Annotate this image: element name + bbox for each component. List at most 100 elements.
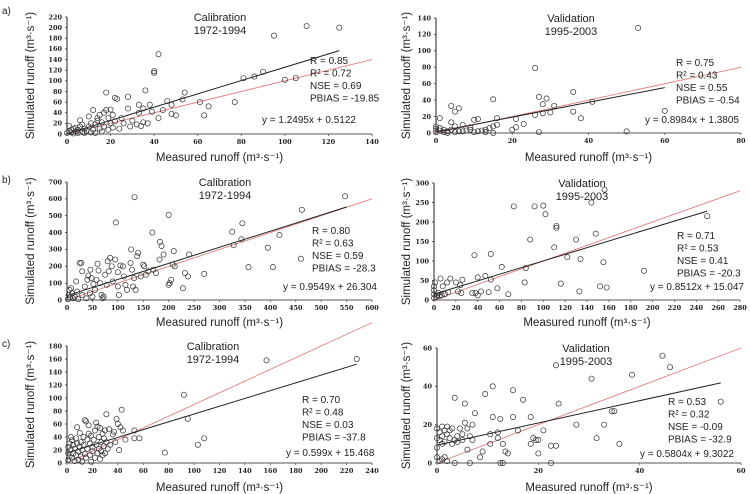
data-point — [67, 434, 74, 440]
data-point — [109, 278, 116, 285]
data-point — [448, 102, 455, 109]
data-point — [510, 203, 517, 210]
data-point — [478, 127, 485, 134]
data-point — [542, 211, 549, 218]
data-point — [629, 371, 636, 378]
y-tick-label: 50 — [420, 277, 430, 285]
data-point — [140, 261, 147, 268]
regression-equation: y = 0.5804x + 9.3022 — [640, 449, 734, 460]
data-point — [94, 260, 101, 267]
x-tick-label: 160 — [264, 467, 278, 475]
y-tick-label: 180 — [48, 342, 62, 350]
data-point — [436, 429, 443, 436]
y-tick-label: 80 — [422, 64, 432, 72]
y-tick-label: 0 — [426, 129, 431, 137]
data-point — [116, 447, 123, 453]
data-point — [127, 259, 134, 266]
data-point — [131, 435, 138, 442]
data-point — [94, 115, 101, 121]
data-point — [570, 108, 577, 115]
data-point — [433, 129, 439, 136]
data-point — [74, 129, 81, 136]
data-point — [69, 437, 76, 444]
stat-line: PBIAS = -20.3 — [677, 269, 741, 280]
data-point — [490, 123, 497, 130]
data-point — [156, 256, 163, 263]
data-point — [70, 441, 77, 448]
data-point — [464, 425, 471, 432]
data-point — [112, 256, 119, 263]
stat-line: PBIAS = -19.85 — [310, 94, 380, 105]
data-point — [93, 419, 100, 426]
data-point — [441, 291, 448, 298]
data-point — [432, 279, 439, 286]
x-tick-label: 20 — [534, 467, 544, 475]
panel-subtitle: 1972-1994 — [187, 354, 240, 366]
data-point — [472, 410, 478, 417]
data-point — [297, 255, 304, 262]
data-point — [459, 276, 466, 283]
y-tick-label: 60 — [423, 344, 433, 352]
data-point — [269, 264, 276, 271]
y-tick-label: 140 — [48, 368, 62, 376]
data-point — [98, 128, 105, 135]
data-point — [88, 275, 95, 282]
data-point — [120, 273, 127, 280]
data-point — [608, 408, 615, 415]
data-point — [717, 398, 724, 405]
data-point — [520, 396, 527, 403]
stat-line: NSE = 0.03 — [302, 420, 354, 431]
data-point — [112, 219, 119, 226]
x-tick-label: 120 — [558, 304, 572, 312]
data-point — [539, 101, 546, 108]
data-point — [461, 419, 468, 426]
x-tick-label: 100 — [536, 304, 550, 312]
data-point — [532, 437, 539, 443]
y-tick-label: 80 — [53, 407, 63, 415]
data-point — [452, 279, 459, 286]
data-point — [449, 425, 456, 432]
data-point — [89, 293, 96, 300]
data-point — [86, 452, 93, 459]
y-tick-label: 300 — [415, 179, 429, 187]
data-point — [603, 284, 610, 291]
data-point — [509, 126, 516, 133]
data-point — [128, 246, 134, 253]
data-point — [547, 109, 554, 116]
data-point — [90, 436, 97, 443]
data-point — [463, 127, 470, 134]
data-point — [245, 264, 252, 271]
data-point — [539, 110, 546, 117]
data-point — [102, 271, 109, 278]
data-point — [661, 107, 668, 114]
regression-equation: y = 0.9549x + 26.304 — [283, 282, 377, 293]
x-tick-label: 140 — [365, 138, 379, 146]
data-point — [168, 276, 175, 283]
data-point — [251, 73, 258, 80]
data-point — [94, 450, 101, 457]
stat-line: R² = 0.48 — [302, 408, 344, 419]
x-tick-label: 60 — [736, 467, 746, 475]
panel-a-val: 0 20 40 60 80 100 120 140 0 20 40 60 80 Validation199… — [401, 12, 746, 164]
y-tick-label: 60 — [53, 98, 63, 106]
data-point — [576, 288, 583, 295]
data-point — [76, 430, 83, 437]
data-point — [72, 124, 79, 131]
data-point — [130, 283, 137, 290]
x-tick-label: 120 — [213, 467, 227, 475]
data-point — [65, 456, 72, 463]
data-point — [240, 75, 247, 82]
panel-subtitle: 1995-2003 — [545, 26, 598, 38]
data-point — [184, 415, 191, 422]
data-point — [75, 296, 82, 303]
data-point — [474, 116, 481, 122]
data-point — [292, 75, 299, 82]
data-point — [165, 211, 172, 218]
data-point — [129, 266, 136, 273]
data-point — [94, 117, 101, 124]
x-tick-label: 80 — [237, 138, 247, 146]
data-point — [79, 268, 86, 275]
data-point — [459, 121, 466, 128]
x-tick-label: 40 — [150, 138, 160, 146]
x-tick-label: 40 — [635, 467, 645, 475]
